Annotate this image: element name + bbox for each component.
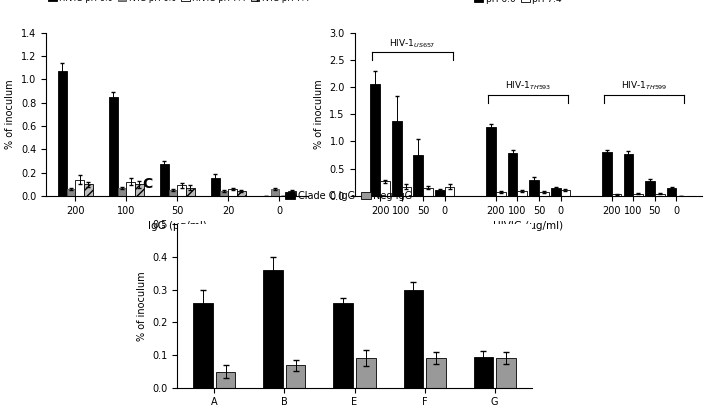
Bar xyxy=(220,191,228,196)
Bar xyxy=(496,358,515,388)
Bar xyxy=(370,84,380,196)
Bar xyxy=(286,366,306,388)
Bar xyxy=(186,188,194,196)
Bar xyxy=(655,194,664,196)
Bar xyxy=(496,192,506,196)
Bar xyxy=(84,184,93,196)
Bar xyxy=(529,180,539,196)
Bar xyxy=(612,194,621,196)
Bar xyxy=(169,190,177,196)
Bar xyxy=(633,194,643,196)
Bar xyxy=(211,178,220,196)
Bar xyxy=(288,191,296,196)
Bar xyxy=(135,184,144,196)
Bar xyxy=(435,191,445,196)
Bar xyxy=(518,191,527,196)
Bar xyxy=(645,181,655,196)
Bar xyxy=(356,358,376,388)
Text: HIV-1$_{TH593}$: HIV-1$_{TH593}$ xyxy=(505,80,552,92)
Y-axis label: % of inoculum: % of inoculum xyxy=(6,80,16,149)
Bar xyxy=(445,186,454,196)
Bar xyxy=(177,185,186,196)
Bar xyxy=(228,189,237,196)
Bar xyxy=(160,164,169,196)
Bar xyxy=(118,188,126,196)
Bar xyxy=(126,182,135,196)
Bar xyxy=(333,303,353,388)
Bar xyxy=(194,303,213,388)
Bar xyxy=(666,188,676,196)
Bar xyxy=(58,71,67,196)
Legend: Clade C IgG, Neg IgG: Clade C IgG, Neg IgG xyxy=(281,187,416,204)
Bar xyxy=(561,191,570,196)
Bar xyxy=(426,358,445,388)
Bar xyxy=(237,191,245,196)
Bar xyxy=(216,372,235,388)
X-axis label: HIVIG (μg/ml): HIVIG (μg/ml) xyxy=(493,221,563,231)
Bar xyxy=(602,152,612,196)
Bar xyxy=(109,97,118,196)
Legend: pH 6.0, pH 7.4: pH 6.0, pH 7.4 xyxy=(470,0,566,8)
Y-axis label: % of inoculum: % of inoculum xyxy=(137,271,147,341)
Y-axis label: % of inoculum: % of inoculum xyxy=(313,80,324,149)
Bar xyxy=(539,192,549,196)
Bar xyxy=(508,153,518,196)
Bar xyxy=(423,188,433,196)
Bar xyxy=(403,290,423,388)
Text: C: C xyxy=(142,177,152,191)
X-axis label: IgG (μg/ml): IgG (μg/ml) xyxy=(147,221,207,231)
Bar xyxy=(392,121,401,196)
Bar xyxy=(401,186,411,196)
Bar xyxy=(551,188,561,196)
Text: HIV-1$_{TH599}$: HIV-1$_{TH599}$ xyxy=(621,80,667,92)
Bar xyxy=(380,181,390,196)
Bar xyxy=(271,189,279,196)
Bar xyxy=(75,180,84,196)
Bar xyxy=(67,189,75,196)
Text: HIV-1$_{US657}$: HIV-1$_{US657}$ xyxy=(389,37,435,50)
Legend: HIVIG pH 6.0, IVIG pH 6.0, HIVIG pH 7.4, IVIG pH 7.4: HIVIG pH 6.0, IVIG pH 6.0, HIVIG pH 7.4,… xyxy=(45,0,313,7)
Bar xyxy=(474,357,493,388)
Bar xyxy=(264,270,283,388)
Bar xyxy=(486,127,496,196)
Bar xyxy=(623,154,633,196)
Bar xyxy=(413,155,423,196)
